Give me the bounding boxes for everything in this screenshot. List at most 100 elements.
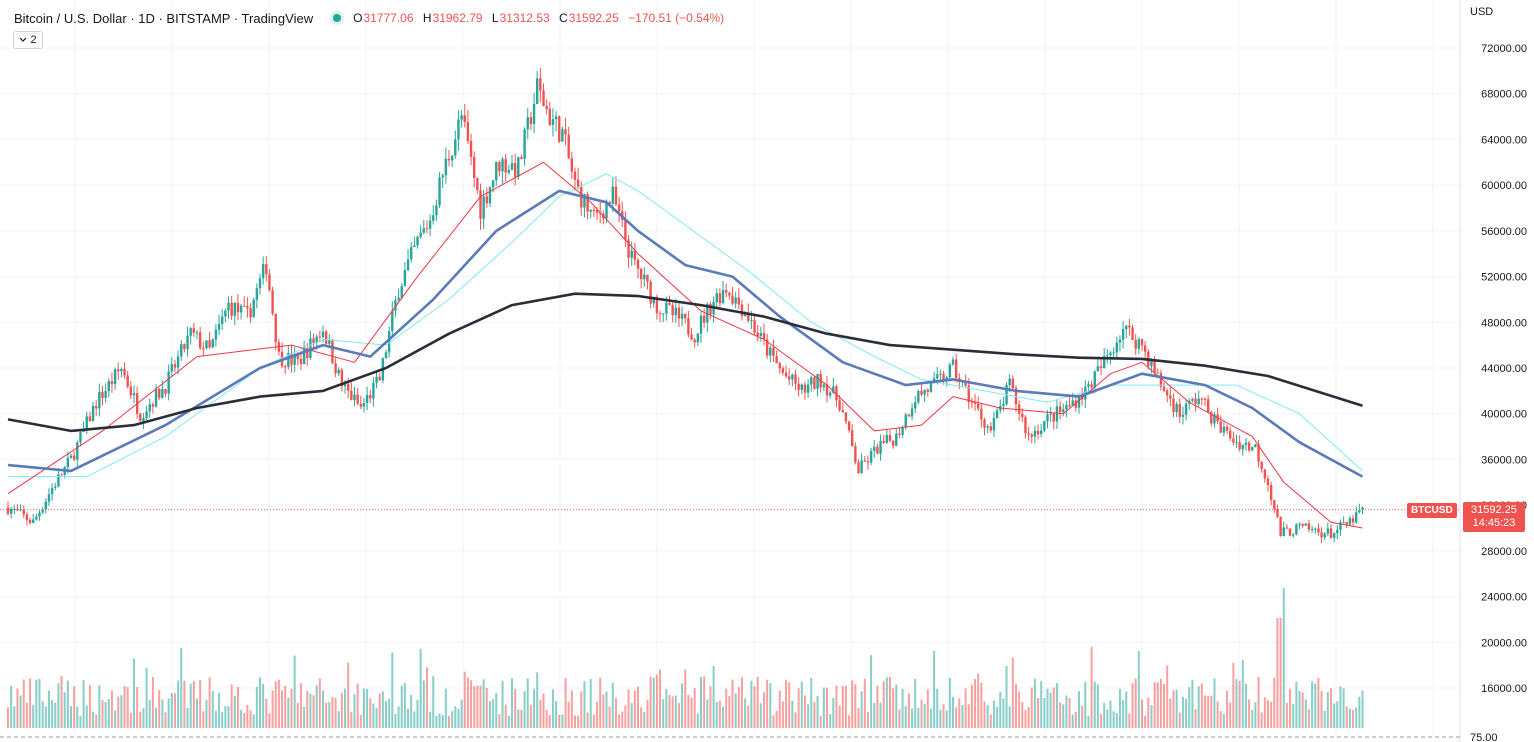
volume-bar xyxy=(709,686,712,728)
volume-bar xyxy=(870,655,873,728)
candle-body xyxy=(239,305,243,313)
candle-body xyxy=(992,418,996,431)
volume-bar xyxy=(655,674,658,728)
volume-bar xyxy=(476,685,479,728)
candle-body xyxy=(592,209,596,211)
candle-body xyxy=(98,392,101,409)
candle-body xyxy=(1140,339,1144,346)
candle-body xyxy=(473,156,476,178)
volume-bar xyxy=(13,706,16,728)
currency-selector[interactable]: USD xyxy=(1470,6,1494,18)
candle-body xyxy=(794,374,797,384)
candle-body xyxy=(54,486,57,488)
volume-bar xyxy=(1326,691,1329,728)
volume-bar xyxy=(794,712,797,728)
volume-bars xyxy=(7,588,1364,728)
candle-body xyxy=(813,377,816,389)
volume-bar xyxy=(211,690,214,728)
volume-bar xyxy=(1361,690,1364,728)
candle-body xyxy=(967,385,970,403)
candle-body xyxy=(825,384,829,396)
volume-bar xyxy=(123,685,126,728)
candle-body xyxy=(589,209,592,212)
volume-bar xyxy=(706,699,709,728)
candle-body xyxy=(306,348,309,359)
candle-body xyxy=(205,340,208,349)
candle-body xyxy=(866,461,870,463)
bottom-pane-label: 75.00 xyxy=(1470,732,1498,742)
volume-bar xyxy=(1115,712,1118,728)
candle-body xyxy=(939,373,942,375)
volume-bar xyxy=(961,704,964,728)
volume-bar xyxy=(76,706,79,728)
candle-body xyxy=(69,455,73,459)
candle-body xyxy=(347,384,350,391)
candle-body xyxy=(709,303,712,315)
volume-bar xyxy=(328,702,331,728)
candle-body xyxy=(693,339,696,343)
volume-bar xyxy=(892,688,895,728)
volume-bar xyxy=(57,683,60,728)
volume-bar xyxy=(356,683,359,728)
chart-grid xyxy=(0,0,1460,737)
candle-body xyxy=(457,119,460,140)
volume-bar xyxy=(265,698,268,728)
candle-body xyxy=(838,400,841,411)
candle-body xyxy=(224,310,227,317)
candle-body xyxy=(721,290,725,304)
moving-averages xyxy=(7,161,1364,529)
candle-body xyxy=(1336,529,1339,534)
candle-body xyxy=(1358,510,1361,513)
volume-bar xyxy=(448,715,450,728)
volume-bar xyxy=(85,705,88,728)
candle-body xyxy=(841,410,844,413)
price-axis-tick-label: 68000.00 xyxy=(1481,89,1527,101)
candle-body xyxy=(438,177,441,206)
volume-bar xyxy=(470,680,473,728)
candle-body xyxy=(158,388,161,398)
candle-body xyxy=(879,440,882,454)
volume-bar xyxy=(838,705,841,728)
candle-body xyxy=(25,514,29,521)
candle-body xyxy=(977,403,980,409)
candle-body xyxy=(428,220,432,229)
volume-bar xyxy=(750,680,753,728)
volume-bar xyxy=(939,709,942,728)
volume-bar xyxy=(10,685,13,728)
candle-body xyxy=(491,180,495,188)
volume-bar xyxy=(22,679,25,728)
candle-body xyxy=(1273,500,1276,509)
candle-body xyxy=(951,359,955,365)
volume-bar xyxy=(161,699,164,728)
volume-bar xyxy=(107,699,110,728)
candle-body xyxy=(88,416,92,422)
candle-body xyxy=(536,78,539,104)
volume-bar xyxy=(303,706,306,728)
volume-bar xyxy=(643,712,646,728)
volume-bar xyxy=(451,711,454,728)
volume-bar xyxy=(857,708,860,728)
volume-bar xyxy=(775,710,778,728)
symbol-title[interactable]: Bitcoin / U.S. Dollar · 1D · BITSTAMP · … xyxy=(14,10,314,26)
volume-bar xyxy=(822,687,825,728)
volume-bar xyxy=(1314,683,1317,728)
volume-bar xyxy=(1260,712,1263,728)
volume-bar xyxy=(542,693,545,728)
candle-body xyxy=(778,363,781,369)
candle-body xyxy=(397,297,400,301)
volume-bar xyxy=(1181,696,1184,728)
volume-bar xyxy=(970,684,973,728)
volume-bar xyxy=(747,705,750,728)
candle-body xyxy=(1118,339,1122,343)
candle-body xyxy=(47,494,51,502)
candle-body xyxy=(1103,356,1106,368)
candle-body xyxy=(350,390,353,401)
candle-body xyxy=(192,328,196,333)
candle-body xyxy=(762,333,766,340)
volume-bar xyxy=(744,698,747,728)
candle-body xyxy=(910,408,914,417)
candle-body xyxy=(605,202,608,219)
indicators-toggle-button[interactable]: 2 xyxy=(13,31,43,49)
volume-bar xyxy=(413,711,416,728)
